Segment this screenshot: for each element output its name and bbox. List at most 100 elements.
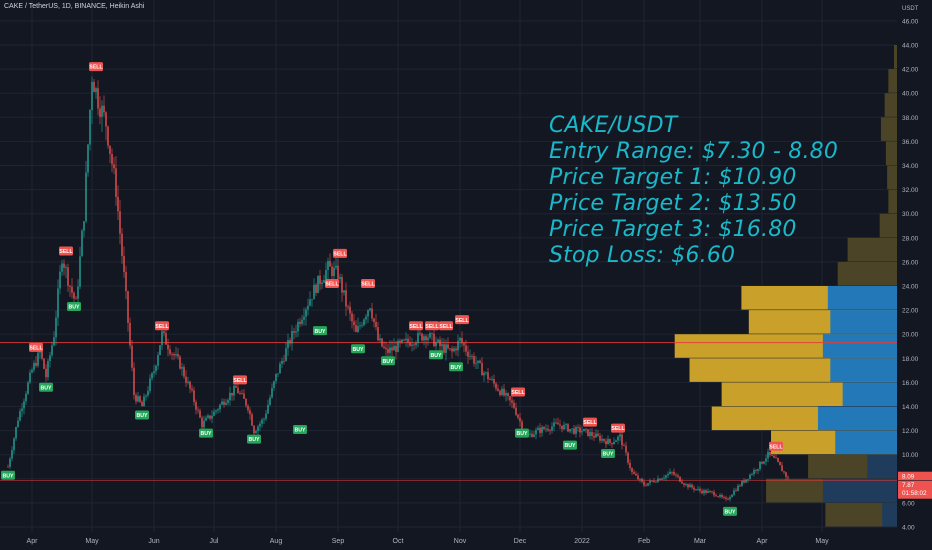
candle-body	[203, 420, 205, 428]
candle-body	[531, 433, 533, 437]
y-tick-label: 40.00	[902, 91, 919, 98]
x-tick-label: May	[85, 538, 99, 545]
sell-signal: SELL	[29, 342, 43, 352]
candle-body	[113, 164, 115, 169]
candle-body	[259, 423, 261, 427]
y-tick-label: 32.00	[902, 187, 919, 194]
candle-body	[607, 439, 609, 445]
candle-body	[227, 400, 229, 403]
candle-body	[625, 445, 627, 453]
candle-body	[157, 355, 159, 366]
buy-signal: BUY	[135, 410, 149, 420]
signal-badge	[67, 302, 81, 312]
annotation-target-1: Price Target 1: $10.90	[549, 165, 797, 190]
candle-body	[641, 478, 643, 482]
candle-body	[485, 372, 487, 374]
candle-body	[183, 367, 185, 377]
candle-body	[539, 427, 541, 433]
candle-body	[529, 433, 531, 435]
annotation-entry: Entry Range: $7.30 - 8.80	[549, 139, 839, 164]
candle-body	[445, 344, 447, 353]
y-tick-label: 36.00	[902, 139, 919, 146]
candle-body	[269, 397, 271, 405]
candle-body	[159, 345, 161, 356]
signal-badge	[455, 315, 469, 325]
candle-body	[537, 427, 539, 430]
candle-body	[575, 427, 577, 434]
candle-body	[747, 479, 749, 480]
candle-body	[301, 319, 303, 324]
signal-badge	[155, 321, 169, 331]
x-tick-label: Apr	[757, 538, 769, 545]
time-axis[interactable]: Apr May Jun Jul Aug Sep Oct Nov Dec 2022 Feb Mar Apr…	[27, 538, 830, 545]
signal-label: BUY	[725, 510, 736, 516]
candle-body	[151, 373, 153, 379]
candle-body	[93, 81, 95, 93]
candle-body	[493, 379, 495, 384]
candle-body	[441, 344, 443, 347]
candle-body	[469, 355, 471, 357]
candle-body	[507, 393, 509, 397]
candle-body	[87, 144, 89, 173]
candle-body	[501, 388, 503, 396]
candle-body	[701, 490, 703, 494]
candle-body	[191, 388, 193, 391]
candle-body	[535, 429, 537, 435]
candle-body	[15, 427, 17, 439]
candle-body	[45, 368, 47, 378]
candle-body	[403, 339, 405, 341]
candle-body	[363, 319, 365, 326]
candle-body	[315, 284, 317, 293]
candle-body	[617, 436, 619, 441]
candle-body	[651, 480, 653, 482]
candle-body	[761, 461, 763, 464]
candle-body	[609, 439, 611, 443]
candle-body	[109, 145, 111, 155]
candle-body	[499, 390, 501, 396]
candle-body	[649, 480, 651, 484]
candle-body	[137, 396, 139, 402]
candle-body	[391, 347, 393, 351]
volume-bar-up	[867, 454, 897, 479]
candle-body	[249, 410, 251, 415]
candle-body	[757, 469, 759, 471]
candle-body	[355, 325, 357, 332]
volume-bar-down	[879, 213, 897, 238]
price-axis[interactable]: 4.006.008.0010.0012.0014.0016.0018.0020.…	[898, 0, 932, 532]
candle-body	[69, 285, 71, 287]
buy-signal: BUY	[293, 424, 307, 434]
candle-body	[85, 172, 87, 222]
candle-body	[265, 413, 267, 419]
signal-badge	[601, 449, 615, 459]
candle-body	[307, 305, 309, 310]
candle-body	[31, 369, 33, 373]
horizontal-lines	[0, 342, 897, 481]
candle-body	[669, 471, 671, 475]
candle-body	[193, 390, 195, 402]
candle-body	[329, 261, 331, 267]
candle-body	[165, 333, 167, 345]
candle-body	[729, 497, 731, 500]
candle-body	[223, 401, 225, 405]
volume-bar-up	[827, 286, 897, 310]
candle-body	[719, 494, 721, 497]
candle-body	[401, 339, 403, 343]
candle-body	[463, 343, 465, 346]
candle-body	[383, 346, 385, 348]
candle-body	[559, 424, 561, 426]
candle-body	[431, 333, 433, 335]
candle-body	[457, 340, 459, 351]
candle-body	[603, 438, 605, 441]
buy-signal: BUY	[247, 434, 261, 444]
candle-body	[117, 196, 119, 212]
sell-signal: SELL	[233, 375, 247, 385]
candle-body	[565, 424, 567, 425]
candle-body	[195, 401, 197, 410]
candle-body	[581, 431, 583, 433]
candle-body	[319, 275, 321, 285]
candle-body	[691, 484, 693, 488]
signal-label: BUY	[201, 431, 212, 437]
candle-body	[749, 474, 751, 480]
